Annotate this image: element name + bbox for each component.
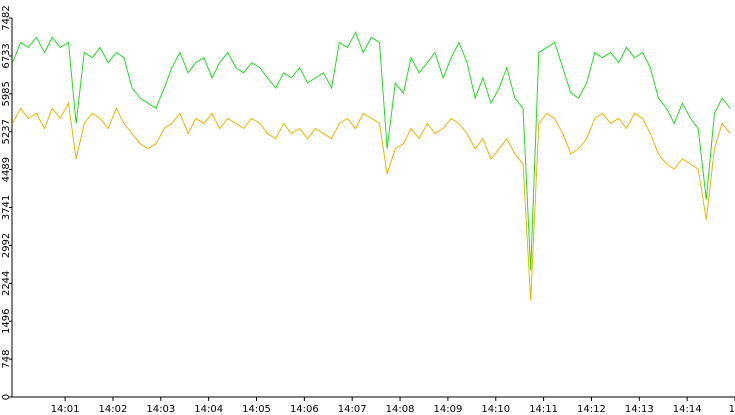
y-tick-label: 2992 <box>1 233 12 258</box>
x-tick-label: 14:02 <box>99 404 128 415</box>
x-tick-label: 14:12 <box>577 404 606 415</box>
x-tick-label: 14:05 <box>242 404 271 415</box>
x-tick-label: 14:14 <box>673 404 702 415</box>
x-tick-label: 14:07 <box>338 404 367 415</box>
x-tick-label: 14 <box>729 404 735 415</box>
y-tick-label: 6733 <box>1 43 12 68</box>
y-tick-label: 4489 <box>1 157 12 182</box>
y-tick-label: 748 <box>1 350 12 369</box>
y-tick-label: 0 <box>1 394 12 400</box>
y-tick-label: 1496 <box>1 308 12 333</box>
x-tick-label: 14:09 <box>433 404 462 415</box>
y-tick-label: 2244 <box>1 271 12 296</box>
y-tick-label: 7482 <box>1 5 12 30</box>
y-tick-label: 3741 <box>1 195 12 220</box>
x-tick-label: 14:10 <box>481 404 510 415</box>
x-tick-label: 14:13 <box>625 404 654 415</box>
x-tick-label: 14:03 <box>146 404 175 415</box>
x-tick-label: 14:08 <box>386 404 415 415</box>
series-line <box>12 101 731 301</box>
y-tick-label: 5985 <box>1 81 12 106</box>
x-tick-label: 14:04 <box>194 404 223 415</box>
x-tick-label: 14:06 <box>290 404 319 415</box>
y-tick-label: 5237 <box>1 119 12 144</box>
series-line <box>12 31 731 271</box>
x-tick-label: 14:11 <box>529 404 558 415</box>
x-tick-label: 14:01 <box>51 404 80 415</box>
